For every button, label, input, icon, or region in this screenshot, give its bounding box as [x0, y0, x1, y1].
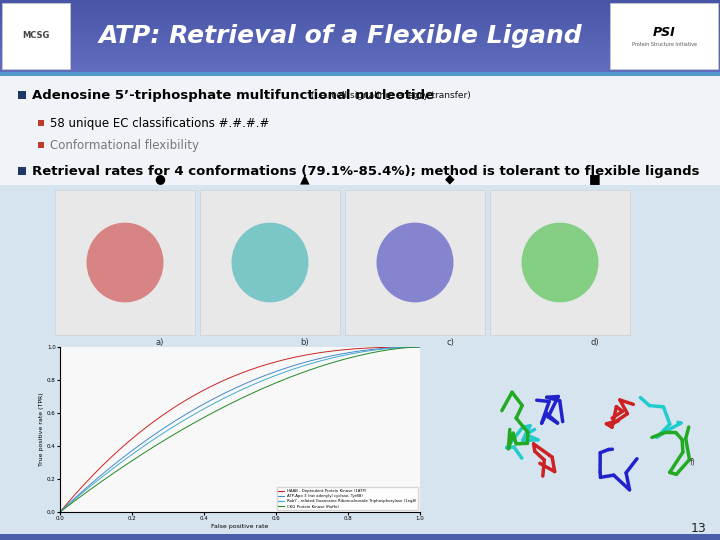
- Text: Adenosine 5’-triphosphate multifunctional nucleotide: Adenosine 5’-triphosphate multifunctiona…: [32, 89, 434, 102]
- Bar: [0, 22, 720, 23]
- Text: 58 unique EC classifications #.#.#.#: 58 unique EC classifications #.#.#.#: [50, 117, 269, 130]
- Text: MCSG: MCSG: [22, 31, 50, 40]
- Text: b): b): [301, 338, 310, 347]
- Bar: [0, 70, 720, 72]
- Text: f): f): [690, 457, 696, 467]
- Text: d): d): [590, 338, 599, 347]
- Bar: [0, 38, 720, 39]
- Bar: [0, 52, 720, 54]
- Bar: [0, 63, 720, 65]
- Text: Protein Structure Initiative: Protein Structure Initiative: [631, 42, 696, 46]
- Bar: [0, 34, 720, 36]
- Bar: [0, 42, 720, 43]
- Bar: [0, 50, 720, 52]
- Bar: [0, 9, 720, 11]
- Y-axis label: True positive rate (TPR): True positive rate (TPR): [40, 393, 45, 467]
- Bar: [0, 25, 720, 27]
- Bar: [18, 91, 26, 99]
- Text: Conformational flexibility: Conformational flexibility: [50, 138, 199, 152]
- Bar: [2, 3, 70, 69]
- Bar: [0, 5, 720, 7]
- Bar: [0, 59, 720, 61]
- Bar: [0, 43, 720, 45]
- Bar: [0, 47, 720, 49]
- Bar: [18, 167, 26, 175]
- Bar: [0, 32, 720, 34]
- Bar: [38, 142, 44, 148]
- Bar: [0, 2, 720, 4]
- Bar: [0, 7, 720, 9]
- Bar: [0, 23, 720, 25]
- Bar: [0, 69, 720, 70]
- Bar: [38, 120, 44, 126]
- Ellipse shape: [86, 222, 163, 302]
- Bar: [0, 16, 720, 18]
- Text: a): a): [156, 338, 164, 347]
- Bar: [0, 18, 720, 20]
- Bar: [0, 72, 720, 76]
- Legend: HAAB - Dependent Protein Kinase (1ATP), ATP-Apo 3 (rat adenylyl cyclase, Tyr88),: HAAB - Dependent Protein Kinase (1ATP), …: [276, 488, 418, 510]
- Bar: [55, 190, 195, 335]
- Text: ■: ■: [589, 172, 601, 185]
- Bar: [0, 66, 720, 69]
- Bar: [0, 11, 720, 12]
- Bar: [0, 58, 720, 59]
- Bar: [0, 12, 720, 15]
- X-axis label: False positive rate: False positive rate: [211, 524, 269, 529]
- Bar: [490, 190, 630, 335]
- Text: PSI: PSI: [652, 25, 675, 38]
- Bar: [0, 0, 720, 2]
- Bar: [0, 534, 720, 540]
- Bar: [0, 29, 720, 31]
- Text: ▲: ▲: [300, 172, 310, 185]
- Bar: [0, 4, 720, 5]
- Ellipse shape: [377, 222, 454, 302]
- Bar: [345, 190, 485, 335]
- Bar: [0, 76, 720, 185]
- Bar: [0, 54, 720, 56]
- Bar: [0, 39, 720, 42]
- Text: ATP: Retrieval of a Flexible Ligand: ATP: Retrieval of a Flexible Ligand: [98, 24, 582, 48]
- Bar: [610, 3, 718, 69]
- Bar: [0, 15, 720, 16]
- Bar: [0, 49, 720, 50]
- Bar: [0, 61, 720, 63]
- Text: c): c): [446, 338, 454, 347]
- Text: ◆: ◆: [445, 172, 455, 185]
- Bar: [200, 190, 340, 335]
- Bar: [0, 36, 720, 38]
- Text: 13: 13: [690, 522, 706, 535]
- Ellipse shape: [232, 222, 308, 302]
- Bar: [0, 65, 720, 66]
- Ellipse shape: [521, 222, 598, 302]
- Text: Retrieval rates for 4 conformations (79.1%-85.4%); method is tolerant to flexibl: Retrieval rates for 4 conformations (79.…: [32, 165, 700, 178]
- Text: (i.e. cell signaling, enegry transfer): (i.e. cell signaling, enegry transfer): [307, 91, 470, 99]
- Bar: [0, 45, 720, 47]
- Bar: [0, 27, 720, 29]
- Text: ●: ●: [155, 172, 166, 185]
- Bar: [0, 56, 720, 58]
- Bar: [0, 31, 720, 32]
- Bar: [0, 20, 720, 22]
